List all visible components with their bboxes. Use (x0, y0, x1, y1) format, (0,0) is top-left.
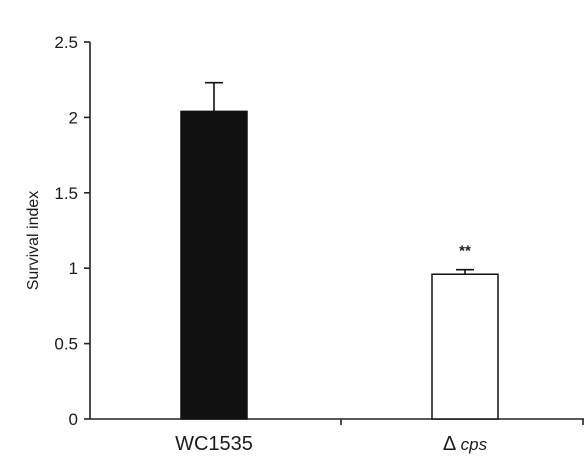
x-category-label: Δ cps (443, 433, 488, 455)
y-tick-label: 2 (69, 108, 78, 127)
y-tick-label: 1 (69, 259, 78, 278)
bar (180, 110, 248, 420)
significance-marker: ** (459, 243, 471, 260)
labels: 0 0.5 1 1.5 2 2.5 WC1535 ** Δ cps (54, 33, 487, 455)
x-category-label: WC1535 (175, 433, 253, 455)
y-axis-title: Survival index (25, 191, 42, 291)
bars (180, 81, 499, 420)
y-tick-label: 1.5 (54, 184, 78, 203)
bar (431, 273, 499, 420)
y-tick-label: 0.5 (54, 335, 78, 354)
y-tick-label: 0 (69, 410, 78, 429)
axes (84, 41, 584, 425)
y-tick-label: 2.5 (54, 33, 78, 52)
